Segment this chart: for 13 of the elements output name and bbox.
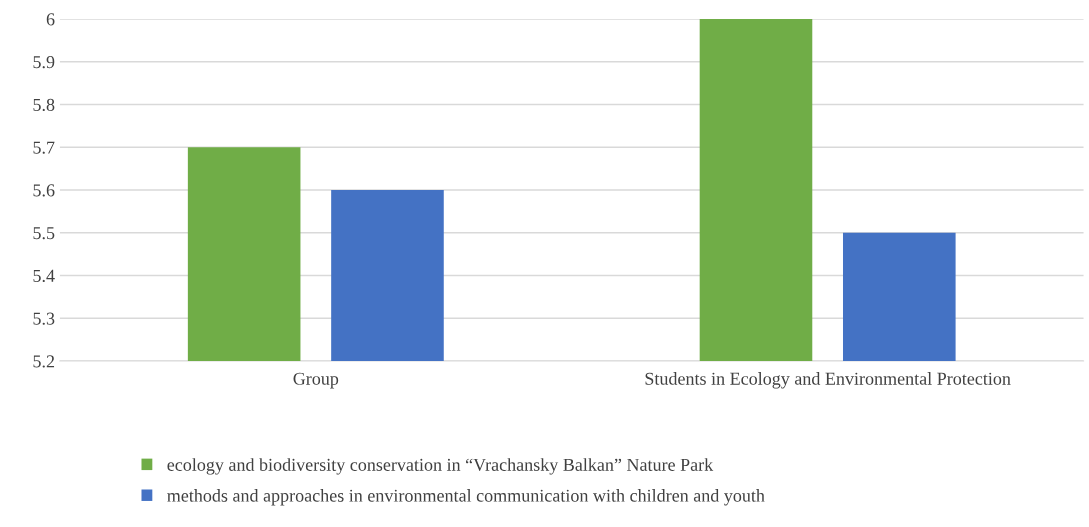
x-tick-label: Students in Ecology and Environmental Protection <box>645 372 1011 389</box>
y-tick-label: 5.4 <box>33 269 55 283</box>
legend-label: ecology and biodiversity conservation in “Vrachansky Balkan” Nature Park <box>167 458 714 475</box>
y-tick-label: 5.2 <box>33 355 55 368</box>
y-tick-label: 5.8 <box>33 98 55 111</box>
y-tick-label: 6 <box>46 13 55 26</box>
y-tick-label: 5.6 <box>33 184 55 197</box>
y-tick-label: 5.5 <box>33 227 55 240</box>
y-tick-label: 5.7 <box>33 141 55 154</box>
x-tick-label: Group <box>293 372 339 389</box>
y-tick-label: 5.3 <box>33 312 55 325</box>
legend-label: methods and approaches in environmental communication with children and youth <box>167 489 765 506</box>
y-tick-label: 5.9 <box>33 56 55 69</box>
